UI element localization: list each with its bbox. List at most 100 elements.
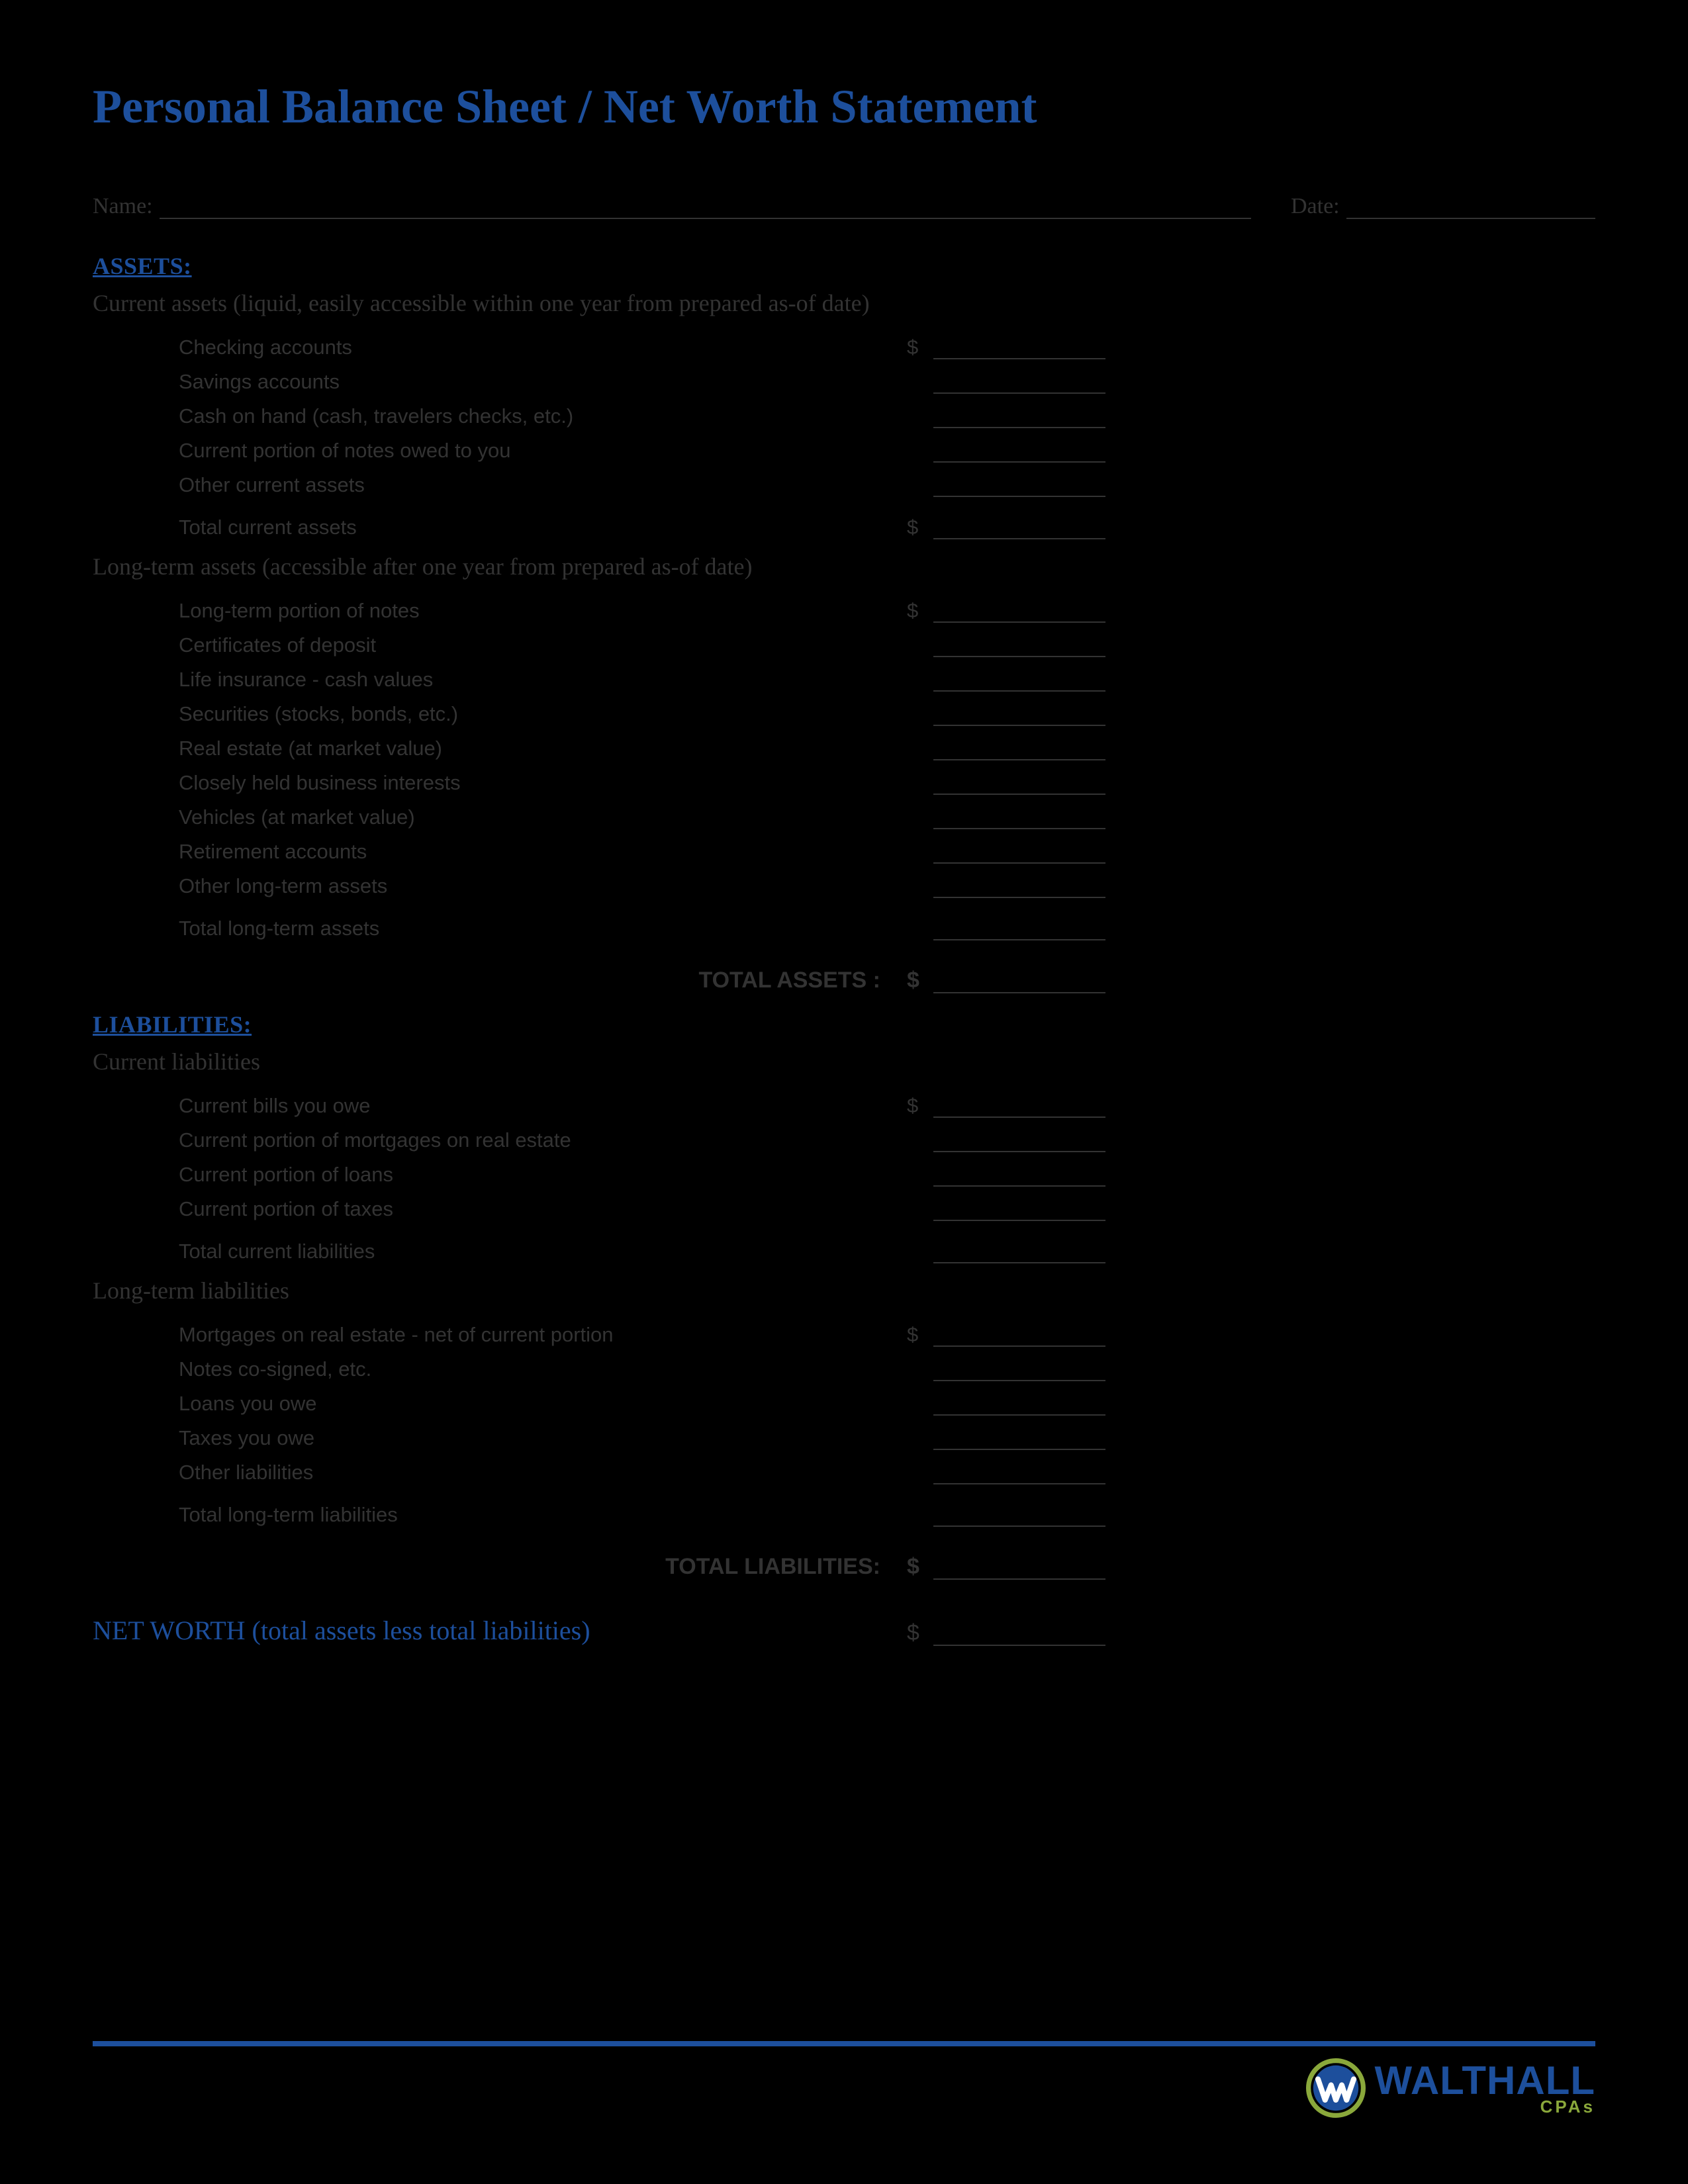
line-label: Life insurance - cash values [179, 668, 907, 692]
name-label: Name: [93, 194, 153, 219]
amount-line[interactable] [933, 921, 1105, 940]
footer-rule [93, 2041, 1595, 2046]
footer-inner: WALTHALL CPAs [93, 2058, 1595, 2118]
amount-line[interactable] [933, 1132, 1105, 1152]
line-label: Savings accounts [179, 370, 907, 394]
name-input-line[interactable] [160, 197, 1251, 219]
longterm-assets-heading: Long-term assets (accessible after one y… [93, 553, 1595, 580]
brand-sub: CPAs [1540, 2098, 1595, 2115]
date-input-line[interactable] [1346, 197, 1595, 219]
amount-line[interactable] [933, 443, 1105, 463]
amount-line[interactable] [933, 1201, 1105, 1221]
logo-icon [1306, 2058, 1366, 2118]
line-label: Current bills you owe [179, 1094, 907, 1118]
amount-line[interactable] [933, 340, 1105, 359]
amount-line[interactable] [933, 1361, 1105, 1381]
amount-line[interactable] [933, 974, 1105, 993]
current-liabilities-heading: Current liabilities [93, 1048, 1595, 1075]
amount-line[interactable] [933, 1465, 1105, 1484]
amount-line[interactable] [933, 741, 1105, 760]
line-item: Cash on hand (cash, travelers checks, et… [93, 394, 1595, 428]
amount-line[interactable] [933, 878, 1105, 898]
amount-line[interactable] [933, 603, 1105, 623]
amount-line[interactable] [933, 520, 1105, 539]
line-item: Mortgages on real estate - net of curren… [93, 1312, 1595, 1347]
current-liabilities-total: Total current liabilities [93, 1229, 1595, 1263]
amount-line[interactable] [933, 477, 1105, 497]
net-worth-label: NET WORTH (total assets less total liabi… [93, 1615, 907, 1646]
assets-heading: ASSETS: [93, 252, 1595, 280]
amount-line[interactable] [933, 706, 1105, 726]
amount-line[interactable] [933, 1098, 1105, 1118]
amount-line[interactable] [933, 775, 1105, 795]
amount-line[interactable] [933, 408, 1105, 428]
line-item: Notes co-signed, etc. [93, 1347, 1595, 1381]
line-label: Taxes you owe [179, 1426, 907, 1450]
line-label: Checking accounts [179, 336, 907, 359]
dollar-sign: $ [907, 336, 933, 359]
amount-line[interactable] [933, 1244, 1105, 1263]
line-label: Retirement accounts [179, 840, 907, 864]
date-label: Date: [1291, 194, 1340, 219]
line-label: Certificates of deposit [179, 633, 907, 657]
amount-line[interactable] [933, 1167, 1105, 1187]
line-item: Other liabilities [93, 1450, 1595, 1484]
liabilities-heading: LIABILITIES: [93, 1011, 1595, 1038]
line-item: Loans you owe [93, 1381, 1595, 1416]
amount-line[interactable] [933, 1430, 1105, 1450]
dollar-sign: $ [907, 1323, 933, 1347]
line-item: Current portion of loans [93, 1152, 1595, 1187]
amount-line[interactable] [933, 809, 1105, 829]
dollar-sign: $ [907, 599, 933, 623]
line-label: Mortgages on real estate - net of curren… [179, 1323, 907, 1347]
line-item: Other current assets [93, 463, 1595, 497]
total-liabilities-label: TOTAL LIABILITIES: [93, 1554, 907, 1580]
line-label: Current portion of mortgages on real est… [179, 1128, 907, 1152]
date-field: Date: [1291, 194, 1595, 219]
longterm-assets-total: Total long-term assets [93, 906, 1595, 940]
current-assets-items: Checking accounts$Savings accountsCash o… [93, 325, 1595, 497]
line-item: Current bills you owe$ [93, 1083, 1595, 1118]
longterm-assets-items: Long-term portion of notes$ Certificates … [93, 588, 1595, 898]
line-label: Other liabilities [179, 1461, 907, 1484]
longterm-liabilities-total: Total long-term liabilities [93, 1492, 1595, 1527]
line-label: Other current assets [179, 473, 907, 497]
amount-line[interactable] [933, 1507, 1105, 1527]
line-item: Current portion of notes owed to you [93, 428, 1595, 463]
current-liabilities-items: Current bills you owe$ Current portion of… [93, 1083, 1595, 1221]
line-label: Current portion of notes owed to you [179, 439, 907, 463]
line-label: Total long-term liabilities [179, 1503, 907, 1527]
footer: WALTHALL CPAs [93, 2041, 1595, 2118]
line-label: Current portion of loans [179, 1163, 907, 1187]
line-item: Current portion of mortgages on real est… [93, 1118, 1595, 1152]
line-label: Total current liabilities [179, 1240, 907, 1263]
line-label: Loans you owe [179, 1392, 907, 1416]
longterm-liabilities-heading: Long-term liabilities [93, 1277, 1595, 1304]
line-label: Total current assets [179, 516, 907, 539]
line-item: Certificates of deposit [93, 623, 1595, 657]
amount-line[interactable] [933, 1560, 1105, 1580]
line-item: Closely held business interests [93, 760, 1595, 795]
line-item: Real estate (at market value) [93, 726, 1595, 760]
amount-line[interactable] [933, 672, 1105, 692]
net-worth-row: NET WORTH (total assets less total liabi… [93, 1606, 1595, 1646]
amount-line[interactable] [933, 1327, 1105, 1347]
line-item: Long-term portion of notes$ [93, 588, 1595, 623]
dollar-sign: $ [907, 516, 933, 539]
line-label: Notes co-signed, etc. [179, 1357, 907, 1381]
line-label: Cash on hand (cash, travelers checks, et… [179, 404, 907, 428]
brand-logo: WALTHALL CPAs [1306, 2058, 1595, 2118]
line-label: Total long-term assets [179, 917, 907, 940]
name-field: Name: [93, 194, 1251, 219]
amount-line[interactable] [933, 844, 1105, 864]
brand-name: WALTHALL [1375, 2061, 1595, 2101]
line-label: Current portion of taxes [179, 1197, 907, 1221]
amount-line[interactable] [933, 374, 1105, 394]
amount-line[interactable] [933, 637, 1105, 657]
line-item: Savings accounts [93, 359, 1595, 394]
line-item: Checking accounts$ [93, 325, 1595, 359]
line-item: Securities (stocks, bonds, etc.) [93, 692, 1595, 726]
dollar-sign: $ [907, 1620, 933, 1646]
amount-line[interactable] [933, 1626, 1105, 1646]
amount-line[interactable] [933, 1396, 1105, 1416]
